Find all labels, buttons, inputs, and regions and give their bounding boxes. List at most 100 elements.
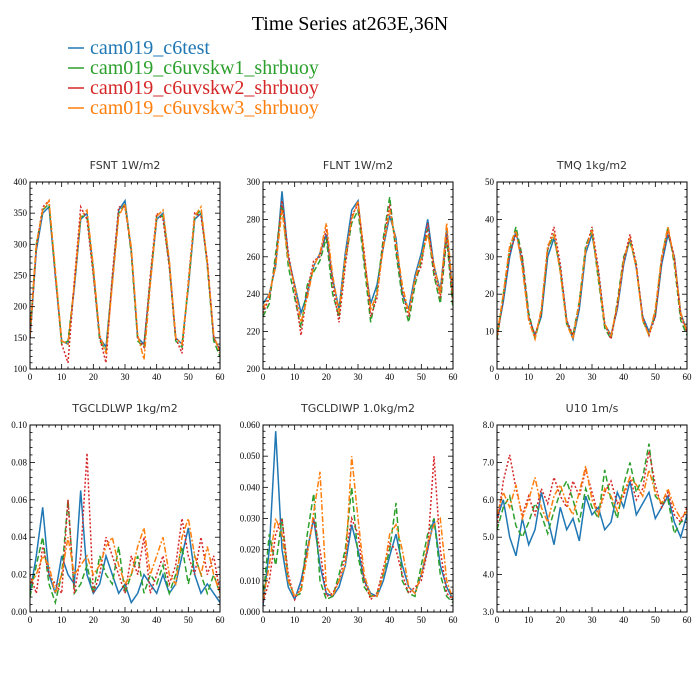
x-tick-label: 40 [152, 615, 162, 625]
y-tick-label: 0 [490, 364, 495, 374]
y-tick-label: 250 [14, 271, 28, 281]
y-tick-label: 50 [485, 177, 495, 187]
legend-label: cam019_c6uvskw3_shrbuoy [90, 97, 319, 119]
y-tick-label: 260 [247, 252, 261, 262]
y-tick-label: 0.00 [11, 607, 27, 617]
series-line [263, 200, 453, 336]
y-tick-label: 0.060 [240, 420, 261, 430]
legend-label: cam019_c6uvskw1_shrbuoy [90, 57, 319, 79]
chart-panel: TGCLDLWP 1kg/m2 0 10 20 30 40 50 60 0.00 0.02 0.04… [11, 402, 225, 625]
x-tick-label: 10 [524, 615, 534, 625]
x-tick-label: 30 [588, 615, 598, 625]
y-tick-label: 350 [14, 208, 28, 218]
x-tick-label: 0 [28, 615, 33, 625]
series-line [497, 480, 687, 557]
x-tick-label: 50 [184, 615, 194, 625]
series-line [30, 198, 220, 351]
panel-title: TMQ 1kg/m2 [556, 159, 627, 172]
y-tick-label: 0.08 [11, 457, 27, 467]
panel-title: TGCLDLWP 1kg/m2 [71, 402, 177, 415]
legend-label: cam019_c6test [90, 37, 210, 59]
x-tick-label: 30 [354, 615, 364, 625]
series-line [497, 443, 687, 539]
series-line [263, 196, 453, 329]
x-tick-label: 0 [261, 372, 266, 382]
y-tick-label: 220 [247, 327, 261, 337]
panel-title: TGCLDIWP 1.0kg/m2 [300, 402, 415, 415]
series-line [497, 226, 687, 342]
series-line [497, 451, 687, 527]
x-tick-label: 0 [261, 615, 266, 625]
x-tick-label: 20 [89, 615, 99, 625]
plot-frame [496, 424, 688, 613]
x-tick-label: 30 [354, 372, 364, 382]
x-tick-label: 20 [556, 372, 566, 382]
legend: cam019_c6testcam019_c6uvskw1_shrbuoycam0… [68, 37, 319, 119]
x-tick-label: 40 [152, 372, 162, 382]
series-line [30, 199, 220, 364]
x-tick-label: 60 [683, 615, 693, 625]
y-tick-label: 200 [14, 302, 28, 312]
panel-title: FLNT 1W/m2 [323, 159, 393, 172]
y-tick-label: 30 [485, 252, 495, 262]
x-tick-label: 20 [322, 615, 332, 625]
legend-label: cam019_c6uvskw2_shrbuoy [90, 77, 319, 99]
y-tick-label: 0.020 [240, 545, 261, 555]
x-tick-label: 10 [290, 372, 300, 382]
x-tick-label: 0 [495, 615, 500, 625]
plot-frame [496, 181, 688, 370]
chart-panel: FSNT 1W/m2 0 10 20 30 40 50 60 100 150 200 250 300 35… [14, 159, 226, 382]
series-line [497, 226, 687, 342]
series-line [30, 198, 220, 360]
y-tick-label: 0.040 [240, 482, 261, 492]
x-tick-label: 20 [322, 372, 332, 382]
x-tick-label: 10 [57, 615, 67, 625]
series-line [263, 487, 453, 604]
figure-title: Time Series at263E,36N [252, 13, 448, 35]
y-tick-label: 0.000 [240, 607, 261, 617]
chart-panel: TGCLDIWP 1.0kg/m2 0 10 20 30 40 50 60 0.000 0.010… [240, 402, 458, 625]
x-tick-label: 30 [121, 372, 131, 382]
x-tick-label: 60 [449, 372, 459, 382]
series-line [30, 490, 220, 605]
y-tick-label: 4.0 [483, 570, 495, 580]
series-line [30, 453, 220, 596]
x-tick-label: 60 [683, 372, 693, 382]
x-tick-label: 10 [290, 615, 300, 625]
y-tick-label: 0.050 [240, 451, 261, 461]
series-line [497, 465, 687, 525]
x-tick-label: 20 [89, 372, 99, 382]
legend-item: cam019_c6test [68, 37, 210, 59]
x-tick-label: 20 [556, 615, 566, 625]
series-line [30, 499, 220, 606]
panel-title: U10 1m/s [566, 402, 619, 415]
x-tick-label: 60 [216, 372, 226, 382]
panel-title: FSNT 1W/m2 [90, 159, 161, 172]
y-tick-label: 40 [485, 214, 495, 224]
x-tick-label: 50 [651, 372, 661, 382]
series-line [263, 456, 453, 600]
y-tick-label: 100 [14, 364, 28, 374]
y-tick-label: 400 [14, 177, 28, 187]
chart-panel: U10 1m/s 0 10 20 30 40 50 60 3.0 4.0 5.0 6.0 7.0 8.0 [483, 402, 692, 625]
y-tick-label: 7.0 [483, 457, 495, 467]
x-tick-label: 40 [385, 615, 395, 625]
x-tick-label: 40 [619, 372, 629, 382]
x-tick-label: 30 [588, 372, 598, 382]
plot-frame [262, 424, 454, 613]
series-line [263, 456, 453, 603]
y-tick-label: 0.06 [11, 495, 27, 505]
x-tick-label: 40 [385, 372, 395, 382]
legend-item: cam019_c6uvskw2_shrbuoy [68, 77, 319, 99]
y-tick-label: 240 [247, 289, 261, 299]
y-tick-label: 20 [485, 289, 495, 299]
y-tick-label: 300 [247, 177, 261, 187]
y-tick-label: 150 [14, 333, 28, 343]
y-tick-label: 0.010 [240, 576, 261, 586]
x-tick-label: 50 [417, 372, 427, 382]
x-tick-label: 0 [495, 372, 500, 382]
series-line [263, 200, 453, 323]
series-line [263, 431, 453, 606]
x-tick-label: 0 [28, 372, 33, 382]
